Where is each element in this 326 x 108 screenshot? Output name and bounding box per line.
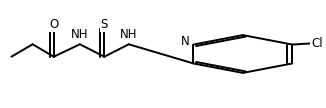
Text: NH: NH	[120, 28, 138, 41]
Text: Cl: Cl	[311, 37, 322, 50]
Text: N: N	[181, 35, 190, 48]
Text: NH: NH	[71, 28, 89, 41]
Text: O: O	[49, 18, 58, 31]
Text: S: S	[101, 18, 108, 31]
